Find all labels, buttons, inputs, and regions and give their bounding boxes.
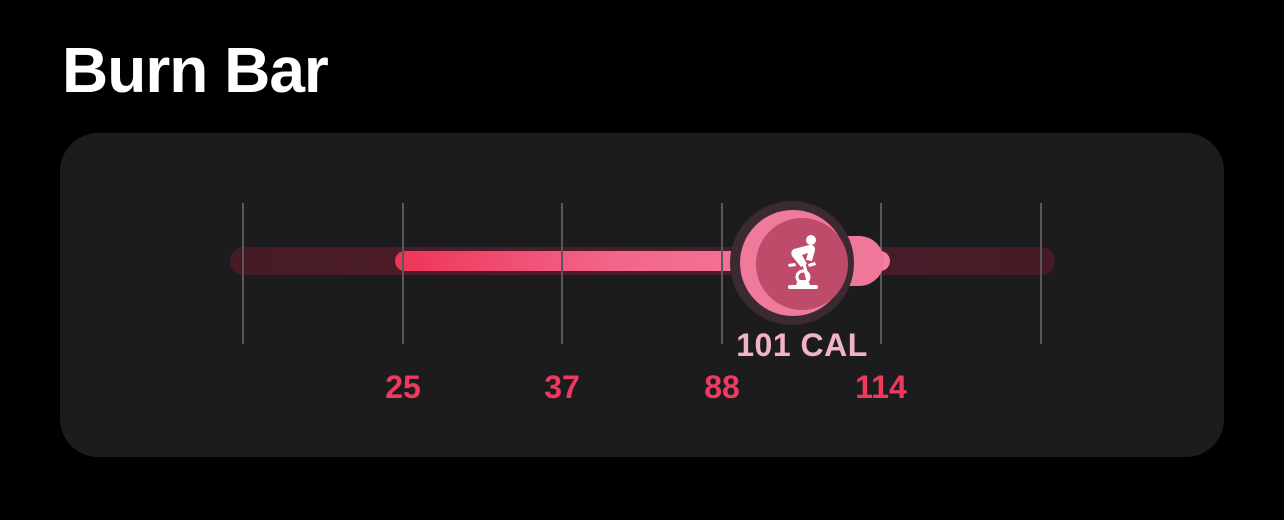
tick-line — [1040, 203, 1042, 344]
burn-bar-card: 101 CAL 25 37 88 114 — [60, 133, 1224, 457]
tick-line — [561, 203, 563, 344]
tick-line — [242, 203, 244, 344]
tick-label: 114 — [855, 369, 907, 405]
tick-label: 88 — [704, 369, 740, 405]
page-title: Burn Bar — [62, 34, 329, 106]
stationary-bike-icon — [788, 235, 818, 289]
tick-line — [721, 203, 723, 344]
tick-label: 37 — [544, 369, 580, 405]
tick-line — [880, 203, 882, 344]
current-calories-label: 101 CAL — [736, 327, 868, 363]
tick-label: 25 — [385, 369, 421, 405]
tick-line — [402, 203, 404, 344]
